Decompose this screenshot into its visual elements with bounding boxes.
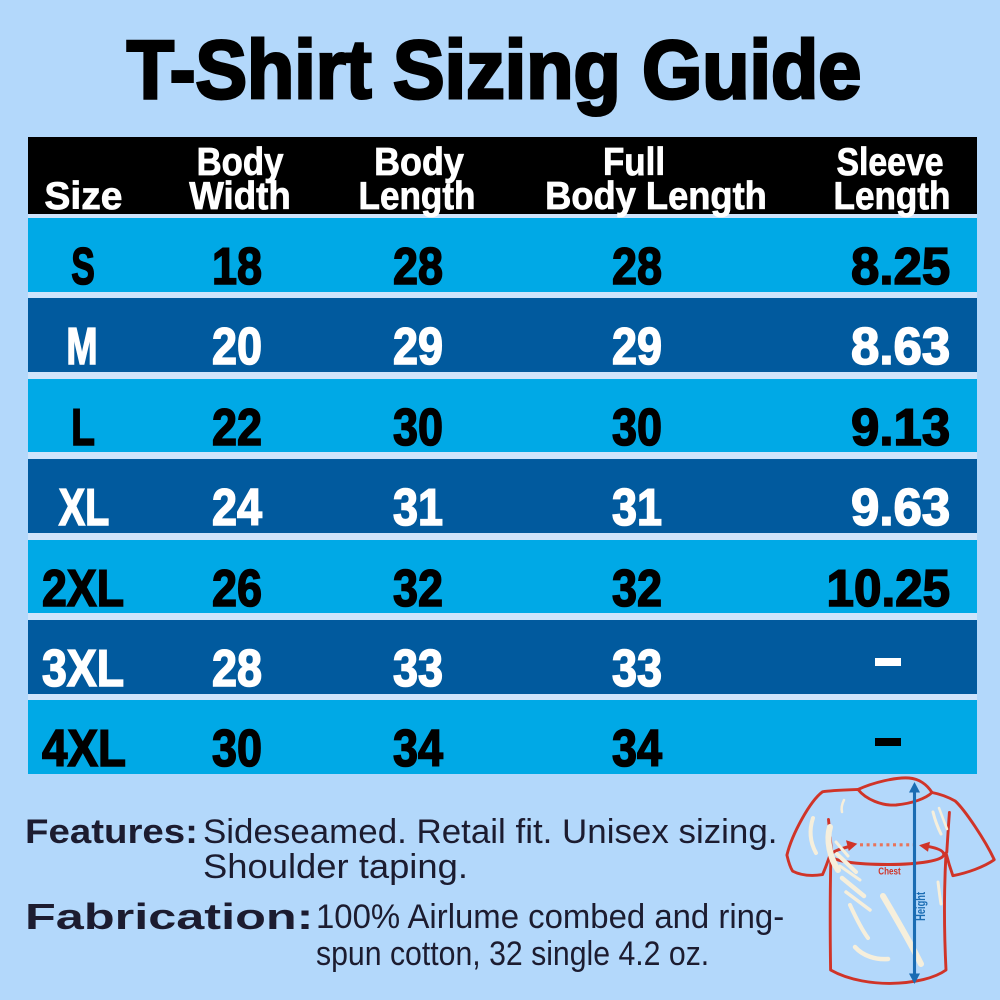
svg-text:Chest: Chest xyxy=(878,867,901,878)
svg-text:Height: Height xyxy=(913,891,928,920)
